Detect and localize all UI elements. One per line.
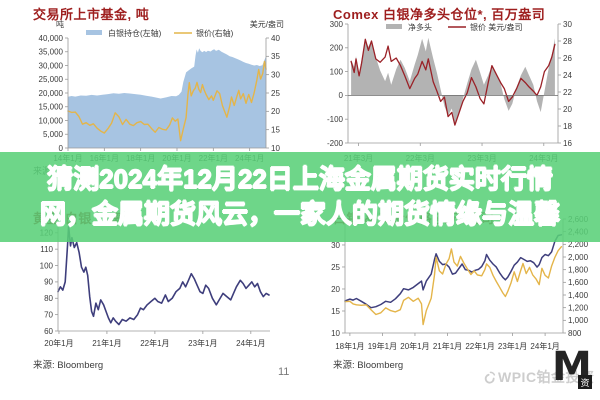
- svg-text:21年1月: 21年1月: [433, 341, 462, 351]
- svg-text:0: 0: [339, 91, 344, 100]
- svg-text:1,400: 1,400: [568, 291, 589, 300]
- svg-text:70: 70: [44, 310, 53, 319]
- svg-text:30: 30: [563, 20, 572, 29]
- source-note-bottom-right: 来源: Bloomberg: [333, 360, 404, 371]
- svg-text:1,800: 1,800: [568, 265, 589, 274]
- svg-text:80: 80: [44, 294, 53, 303]
- svg-text:10,000: 10,000: [39, 116, 64, 125]
- svg-text:23年1月: 23年1月: [188, 338, 217, 348]
- svg-text:15,000: 15,000: [39, 103, 64, 112]
- svg-text:-100: -100: [327, 115, 344, 124]
- svg-text:25: 25: [331, 263, 340, 272]
- svg-text:10: 10: [331, 329, 340, 338]
- svg-text:28: 28: [563, 37, 572, 46]
- svg-text:30,000: 30,000: [39, 61, 64, 70]
- chart-title-comex-net-long: Comex 白银净多头仓位*, 百万盎司: [333, 7, 546, 22]
- svg-text:15: 15: [271, 125, 280, 134]
- svg-text:100: 100: [330, 67, 344, 76]
- svg-text:90: 90: [44, 278, 53, 287]
- page-number: 11: [278, 366, 290, 378]
- svg-text:35: 35: [271, 52, 280, 61]
- svg-text:2,200: 2,200: [568, 240, 589, 249]
- svg-text:15: 15: [331, 307, 340, 316]
- svg-text:23年1月: 23年1月: [498, 341, 527, 351]
- svg-text:30: 30: [331, 241, 340, 250]
- svg-text:1,200: 1,200: [568, 303, 589, 312]
- svg-text:26: 26: [563, 54, 572, 63]
- svg-text:24年1月: 24年1月: [236, 338, 265, 348]
- svg-text:20: 20: [331, 285, 340, 294]
- svg-text:20: 20: [563, 105, 572, 114]
- logo-badge: 资: [578, 375, 592, 389]
- svg-text:25,000: 25,000: [39, 75, 64, 84]
- svg-text:300: 300: [330, 20, 344, 29]
- svg-text:2,000: 2,000: [568, 253, 589, 262]
- svg-text:20年1月: 20年1月: [400, 341, 429, 351]
- svg-text:40: 40: [271, 34, 280, 43]
- svg-text:5,000: 5,000: [43, 130, 64, 139]
- svg-text:200: 200: [330, 44, 344, 53]
- svg-text:22年1月: 22年1月: [140, 338, 169, 348]
- svg-text:40,000: 40,000: [39, 34, 64, 43]
- watermark: WPIC铂金投资: [483, 367, 595, 387]
- svg-text:35,000: 35,000: [39, 48, 64, 57]
- weibo-swirl-icon: [484, 371, 496, 384]
- svg-text:10: 10: [271, 144, 280, 153]
- svg-text:银价(右轴): 银价(右轴): [196, 28, 234, 38]
- svg-text:16: 16: [563, 139, 572, 148]
- banner-line-2: 网，金属期货风云，一家人的期货情缘与温馨: [39, 199, 560, 229]
- svg-text:20年1月: 20年1月: [44, 338, 73, 348]
- svg-text:1,600: 1,600: [568, 278, 589, 287]
- svg-text:24: 24: [563, 71, 572, 80]
- chart-title-etf-holdings: 交易所上市基金, 吨: [33, 7, 150, 22]
- svg-text:20,000: 20,000: [39, 89, 64, 98]
- svg-text:21年1月: 21年1月: [92, 338, 121, 348]
- overlay-banner: 猜测2024年12月22日上海金属期货实时行情 网，金属期货风云，一家人的期货情…: [0, 152, 600, 242]
- banner-line-1: 猜测2024年12月22日上海金属期货实时行情: [47, 164, 553, 194]
- svg-text:18: 18: [563, 122, 572, 131]
- chart-etf-holdings: 0 5,000 10,000 15,000 20,000 25,000 30,000 35,0…: [39, 19, 284, 163]
- svg-text:22: 22: [563, 88, 572, 97]
- svg-text:吨: 吨: [56, 19, 64, 29]
- svg-text:30: 30: [271, 70, 280, 79]
- svg-text:1,000: 1,000: [568, 316, 589, 325]
- svg-text:银价 美元/盎司: 银价 美元/盎司: [470, 22, 522, 32]
- svg-text:24年1月: 24年1月: [530, 341, 559, 351]
- svg-text:美元/盎司: 美元/盎司: [250, 19, 284, 29]
- svg-text:-200: -200: [327, 139, 344, 148]
- publisher-logo: M 资: [552, 345, 592, 393]
- svg-text:800: 800: [568, 329, 582, 338]
- source-note-bottom-left: 来源: Bloomberg: [33, 360, 104, 371]
- svg-text:20: 20: [271, 107, 280, 116]
- svg-text:25: 25: [271, 89, 280, 98]
- svg-text:22年1月: 22年1月: [465, 341, 494, 351]
- svg-text:0: 0: [59, 144, 64, 153]
- watermark-text: WPIC铂金投资: [498, 369, 595, 385]
- svg-text:净多头: 净多头: [408, 22, 432, 32]
- svg-text:18年1月: 18年1月: [335, 341, 364, 351]
- chart-comex-net-long: -200-1000100200300161820222426283021年3月2…: [327, 20, 572, 163]
- svg-text:60: 60: [44, 327, 53, 336]
- svg-text:100: 100: [40, 261, 54, 270]
- svg-text:110: 110: [40, 245, 53, 254]
- svg-text:白银持仓(左轴): 白银持仓(左轴): [108, 28, 162, 38]
- svg-text:19年1月: 19年1月: [368, 341, 397, 351]
